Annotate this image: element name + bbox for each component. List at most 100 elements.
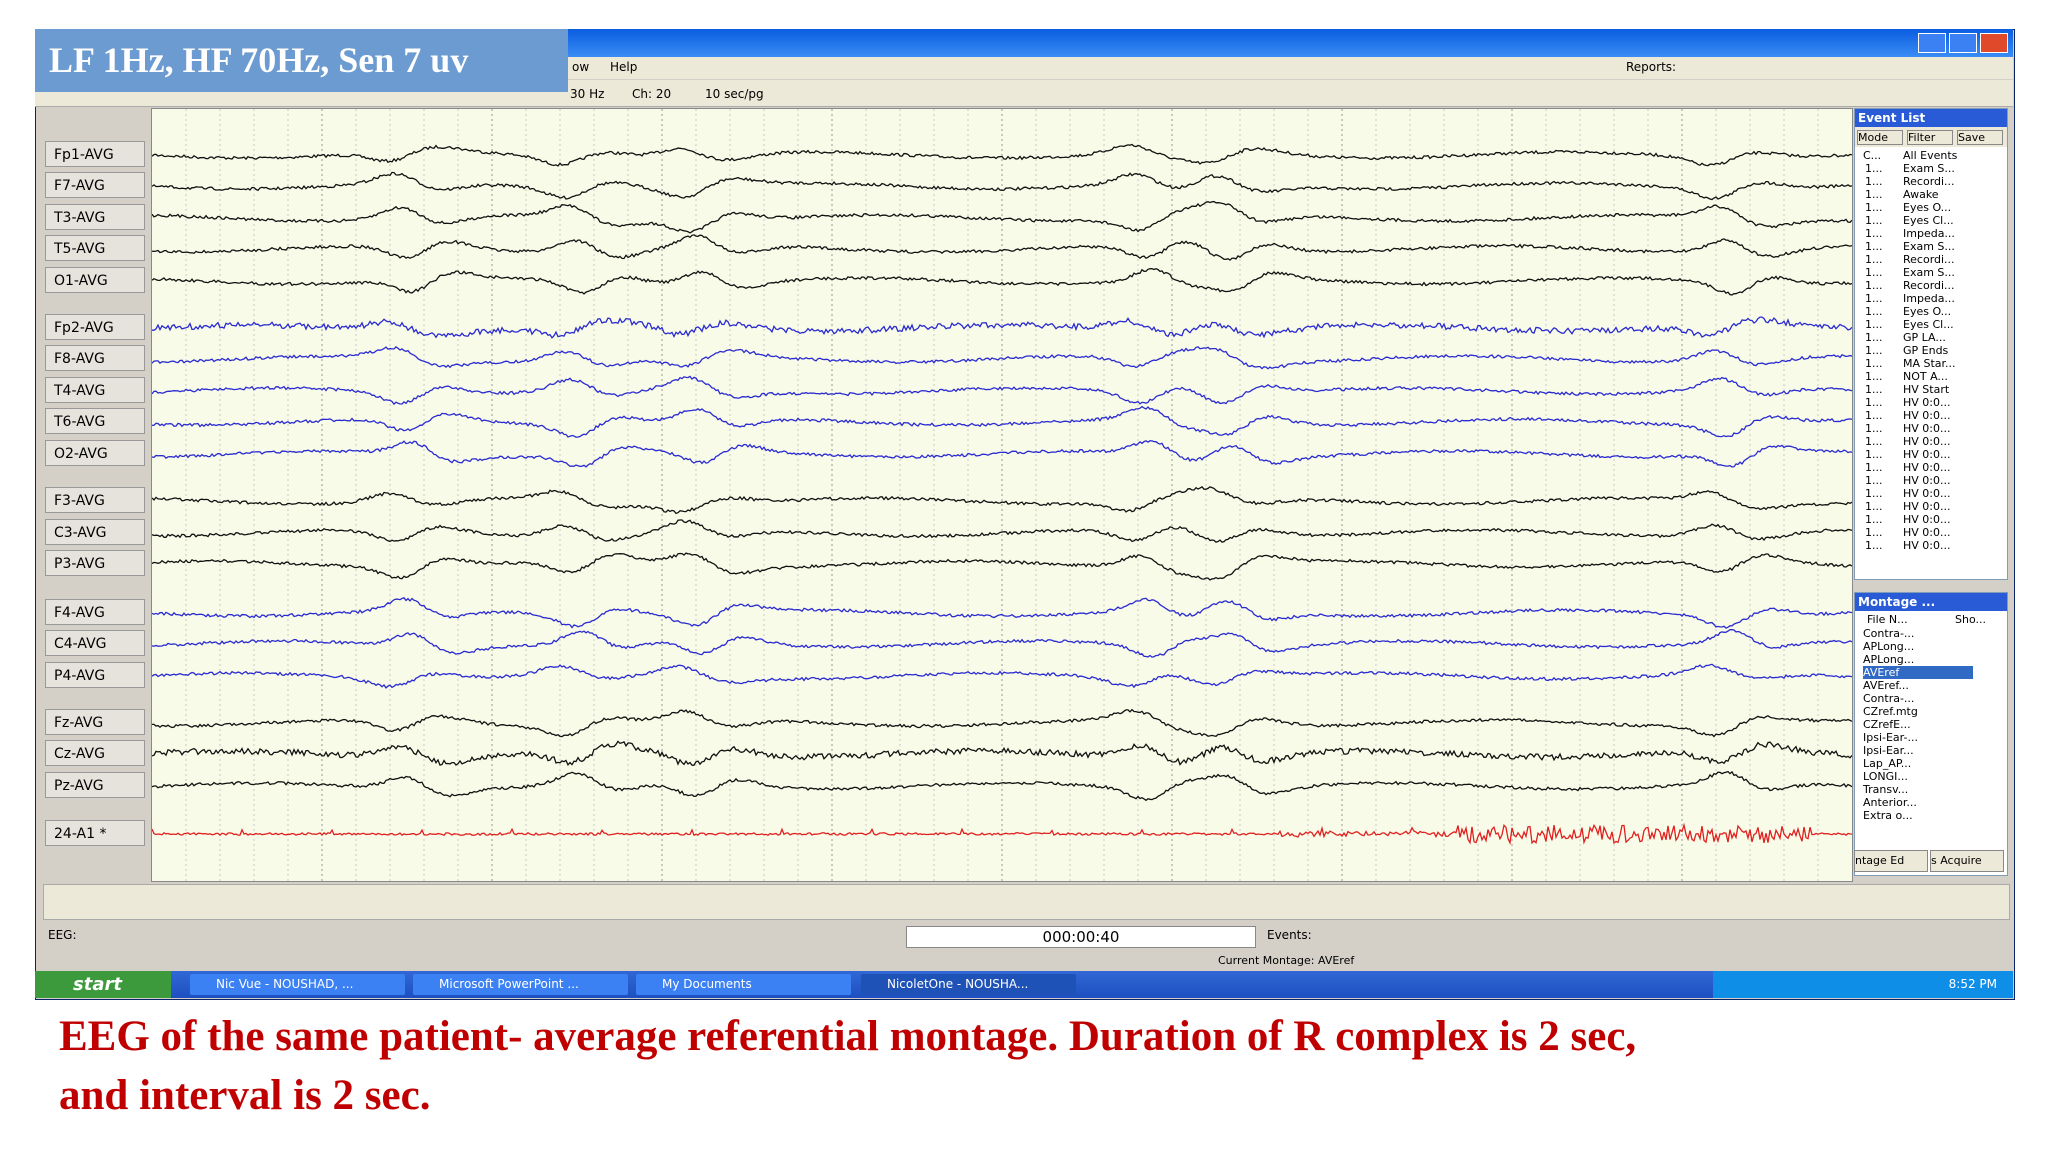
event-code[interactable]: 1... — [1865, 175, 1883, 188]
event-name[interactable]: HV 0:0... — [1903, 487, 1951, 500]
event-code[interactable]: 1... — [1865, 305, 1883, 318]
event-code[interactable]: 1... — [1865, 331, 1883, 344]
event-code[interactable]: 1... — [1865, 409, 1883, 422]
event-code[interactable]: 1... — [1865, 240, 1883, 253]
taskbar-item[interactable]: Microsoft PowerPoint ... — [413, 974, 628, 995]
event-name[interactable]: HV 0:0... — [1903, 461, 1951, 474]
event-name[interactable]: HV 0:0... — [1903, 435, 1951, 448]
event-name[interactable]: Eyes O... — [1903, 305, 1952, 318]
event-code[interactable]: 1... — [1865, 448, 1883, 461]
channel-label[interactable]: O1-AVG — [45, 267, 145, 293]
montage-item[interactable]: LONGI... — [1863, 770, 1908, 783]
montage-item[interactable]: Transv... — [1863, 783, 1909, 796]
event-code[interactable]: 1... — [1865, 500, 1883, 513]
channel-label[interactable]: T3-AVG — [45, 204, 145, 230]
start-button[interactable]: start — [35, 971, 171, 998]
close[interactable] — [1980, 33, 2008, 53]
channel-select[interactable]: Ch: 20 — [632, 87, 672, 101]
montage-item[interactable]: Lap_AP... — [1863, 757, 1912, 770]
column-header[interactable]: Sho... — [1955, 613, 1986, 626]
event-name[interactable]: NOT A... — [1903, 370, 1948, 383]
event-code[interactable]: 1... — [1865, 526, 1883, 539]
montage-item[interactable]: AVEref — [1863, 666, 1973, 679]
event-name[interactable]: HV 0:0... — [1903, 448, 1951, 461]
event-name[interactable]: Eyes Cl... — [1903, 318, 1954, 331]
event-name[interactable]: Awake — [1903, 188, 1939, 201]
event-name[interactable]: HV 0:0... — [1903, 422, 1951, 435]
event-code[interactable]: 1... — [1865, 253, 1883, 266]
event-button[interactable]: Save — [1957, 130, 2003, 145]
event-name[interactable]: HV 0:0... — [1903, 526, 1951, 539]
event-button[interactable]: Filter — [1907, 130, 1953, 145]
channel-label[interactable]: T4-AVG — [45, 377, 145, 403]
channel-label[interactable]: T6-AVG — [45, 408, 145, 434]
column-header[interactable]: All Events — [1903, 149, 1958, 162]
montage-button[interactable]: ntage Ed — [1854, 850, 1928, 872]
filter-select[interactable]: 30 Hz — [570, 87, 605, 101]
column-header[interactable]: File N... — [1867, 613, 1908, 626]
event-name[interactable]: Exam S... — [1903, 266, 1955, 279]
channel-label[interactable]: P4-AVG — [45, 662, 145, 688]
event-name[interactable]: HV 0:0... — [1903, 539, 1951, 552]
channel-label[interactable]: F7-AVG — [45, 172, 145, 198]
event-code[interactable]: 1... — [1865, 227, 1883, 240]
montage-item[interactable]: Ipsi-Ear... — [1863, 744, 1914, 757]
event-code[interactable]: 1... — [1865, 461, 1883, 474]
event-name[interactable]: Recordi... — [1903, 253, 1955, 266]
event-code[interactable]: 1... — [1865, 513, 1883, 526]
event-name[interactable]: Eyes O... — [1903, 201, 1952, 214]
event-code[interactable]: 1... — [1865, 214, 1883, 227]
taskbar-item[interactable]: My Documents — [636, 974, 851, 995]
event-name[interactable]: Impeda... — [1903, 227, 1955, 240]
event-code[interactable]: 1... — [1865, 201, 1883, 214]
scroll-area[interactable] — [43, 884, 2010, 920]
montage-item[interactable]: CZref.mtg — [1863, 705, 1918, 718]
event-code[interactable]: 1... — [1865, 162, 1883, 175]
channel-label[interactable]: C3-AVG — [45, 519, 145, 545]
minimize[interactable] — [1918, 33, 1946, 53]
montage-item[interactable]: APLong... — [1863, 640, 1915, 653]
channel-label[interactable]: Fp2-AVG — [45, 314, 145, 340]
event-name[interactable]: Recordi... — [1903, 279, 1955, 292]
event-name[interactable]: Exam S... — [1903, 240, 1955, 253]
event-code[interactable]: 1... — [1865, 344, 1883, 357]
channel-label[interactable]: Cz-AVG — [45, 740, 145, 766]
column-header[interactable]: C... — [1863, 149, 1882, 162]
channel-label[interactable]: O2-AVG — [45, 440, 145, 466]
event-code[interactable]: 1... — [1865, 435, 1883, 448]
event-code[interactable]: 1... — [1865, 487, 1883, 500]
event-name[interactable]: HV 0:0... — [1903, 500, 1951, 513]
montage-item[interactable]: Contra-... — [1863, 692, 1915, 705]
event-name[interactable]: Impeda... — [1903, 292, 1955, 305]
montage-item[interactable]: Extra o... — [1863, 809, 1913, 822]
event-code[interactable]: 1... — [1865, 539, 1883, 552]
event-name[interactable]: Exam S... — [1903, 162, 1955, 175]
event-code[interactable]: 1... — [1865, 318, 1883, 331]
event-code[interactable]: 1... — [1865, 279, 1883, 292]
menu-item[interactable]: Help — [610, 60, 638, 74]
montage-item[interactable]: CZrefE... — [1863, 718, 1911, 731]
event-code[interactable]: 1... — [1865, 422, 1883, 435]
event-name[interactable]: MA Star... — [1903, 357, 1956, 370]
event-name[interactable]: HV 0:0... — [1903, 513, 1951, 526]
taskbar-item[interactable]: NicoletOne - NOUSHA... — [861, 974, 1076, 995]
event-code[interactable]: 1... — [1865, 370, 1883, 383]
event-name[interactable]: GP LA... — [1903, 331, 1946, 344]
montage-button[interactable]: s Acquire — [1930, 850, 2004, 872]
channel-label[interactable]: F8-AVG — [45, 345, 145, 371]
event-button[interactable]: Mode — [1857, 130, 1903, 145]
event-code[interactable]: 1... — [1865, 396, 1883, 409]
event-name[interactable]: HV 0:0... — [1903, 396, 1951, 409]
event-name[interactable]: HV 0:0... — [1903, 474, 1951, 487]
event-name[interactable]: HV Start — [1903, 383, 1950, 396]
channel-label[interactable]: T5-AVG — [45, 235, 145, 261]
channel-label[interactable]: F3-AVG — [45, 487, 145, 513]
speed-select[interactable]: 10 sec/pg — [705, 87, 764, 101]
event-code[interactable]: 1... — [1865, 357, 1883, 370]
channel-label[interactable]: C4-AVG — [45, 630, 145, 656]
montage-item[interactable]: APLong... — [1863, 653, 1915, 666]
event-code[interactable]: 1... — [1865, 188, 1883, 201]
maximize[interactable] — [1949, 33, 1977, 53]
event-name[interactable]: Recordi... — [1903, 175, 1955, 188]
montage-item[interactable]: Contra-... — [1863, 627, 1915, 640]
